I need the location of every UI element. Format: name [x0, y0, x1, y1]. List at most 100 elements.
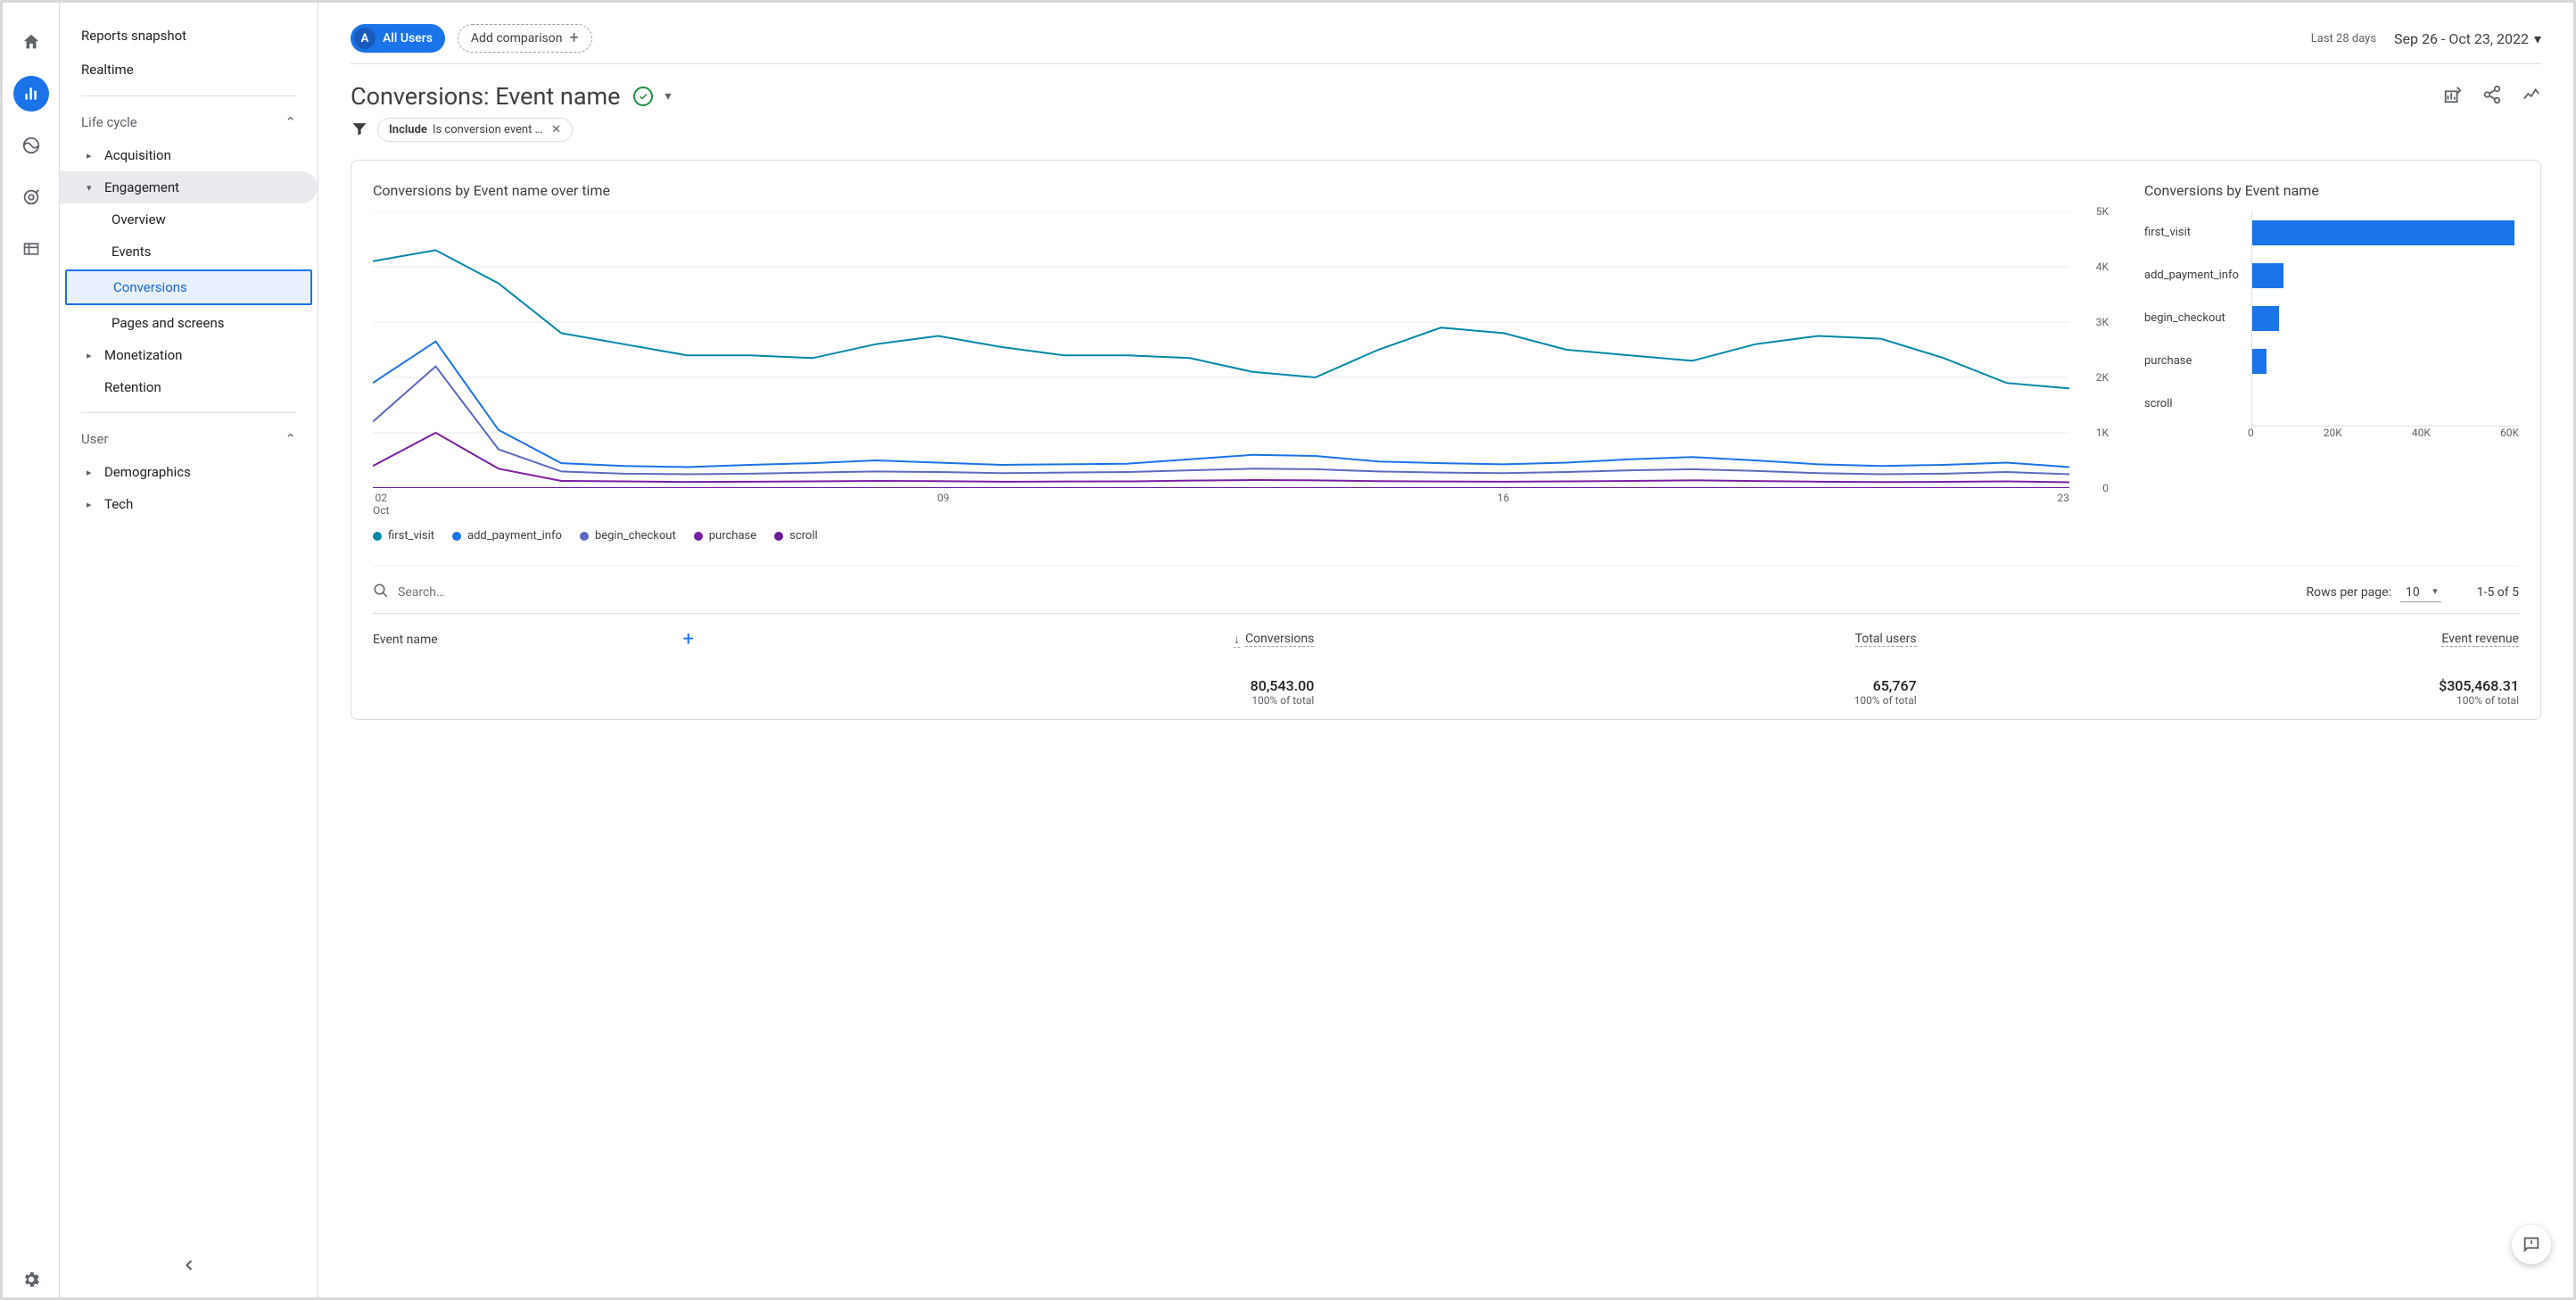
legend-item[interactable]: add_payment_info: [452, 529, 562, 542]
nav-conversions[interactable]: Conversions: [65, 269, 312, 305]
nav-item-label: Engagement: [104, 179, 179, 195]
nav-retention[interactable]: Retention: [60, 371, 318, 403]
date-range-text: Sep 26 - Oct 23, 2022: [2394, 30, 2529, 47]
bar-chart: first_visit add_payment_info begin_checkou…: [2144, 211, 2519, 426]
customize-icon[interactable]: [2443, 85, 2463, 108]
settings-icon[interactable]: [13, 1262, 49, 1297]
filter-row: Include Is conversion event … ✕: [351, 118, 2541, 160]
search-input[interactable]: [398, 585, 576, 600]
nav-reports-snapshot[interactable]: Reports snapshot: [60, 19, 318, 53]
bar-chart-title: Conversions by Event name: [2144, 182, 2519, 199]
legend-item[interactable]: first_visit: [373, 529, 434, 542]
nav-item-label: Demographics: [104, 464, 191, 480]
bar-row: first_visit: [2144, 211, 2519, 254]
audience-badge: A: [354, 28, 376, 49]
col-label: Conversions: [1245, 632, 1314, 647]
bar-label: begin_checkout: [2144, 311, 2251, 326]
legend-item[interactable]: purchase: [694, 529, 756, 542]
nav-item-label: Acquisition: [104, 147, 171, 163]
bar-x-axis: 020K40K60K: [2251, 426, 2519, 439]
collapse-sidebar-button[interactable]: [171, 1247, 207, 1283]
x-axis-labels: 02Oct091623: [373, 488, 2109, 517]
nav-demographics[interactable]: ▸ Demographics: [60, 456, 318, 488]
data-table: Event name + ↓ Conversions Total users E…: [373, 613, 2519, 719]
total-users-sub: 100% of total: [1314, 694, 1916, 707]
ads-icon[interactable]: [13, 179, 49, 215]
sidebar: Reports snapshot Realtime Life cycle ⌃ ▸…: [60, 3, 318, 1297]
remove-filter-icon[interactable]: ✕: [548, 123, 565, 137]
caret-right-icon: ▸: [87, 467, 95, 478]
y-axis-labels: 01K2K3K4K5K: [2076, 211, 2109, 488]
col-total-users[interactable]: Total users: [1314, 628, 1916, 650]
filter-icon[interactable]: [351, 120, 368, 141]
total-revenue: $305,468.31: [1917, 677, 2519, 694]
pagination-range: 1-5 of 5: [2477, 585, 2519, 600]
date-range-picker[interactable]: Sep 26 - Oct 23, 2022 ▾: [2394, 30, 2541, 47]
total-revenue-sub: 100% of total: [1917, 694, 2519, 707]
total-users: 65,767: [1314, 677, 1916, 694]
bar-row: purchase: [2144, 340, 2519, 383]
rows-per-page-select[interactable]: 10: [2400, 584, 2441, 602]
section-user[interactable]: User ⌃: [60, 422, 318, 456]
caret-right-icon: ▸: [87, 499, 95, 510]
chevron-down-icon: ▾: [2534, 30, 2541, 47]
nav-overview[interactable]: Overview: [60, 203, 318, 236]
legend-item[interactable]: begin_checkout: [580, 529, 676, 542]
reports-icon[interactable]: [13, 76, 49, 112]
feedback-button[interactable]: [2512, 1225, 2551, 1264]
bar-fill: [2252, 263, 2283, 288]
nav-item-label: Monetization: [104, 347, 182, 363]
title-row: Conversions: Event name ▾: [351, 64, 2541, 118]
topbar: A All Users Add comparison + Last 28 day…: [351, 3, 2541, 63]
nav-monetization[interactable]: ▸ Monetization: [60, 339, 318, 371]
nav-pages-screens[interactable]: Pages and screens: [60, 307, 318, 339]
nav-acquisition[interactable]: ▸ Acquisition: [60, 139, 318, 171]
library-icon[interactable]: [13, 231, 49, 267]
filter-chip[interactable]: Include Is conversion event … ✕: [377, 118, 573, 142]
nav-item-label: Tech: [104, 496, 133, 512]
caret-right-icon: ▸: [87, 350, 95, 361]
total-conversions: 80,543.00: [712, 677, 1314, 694]
nav-tech[interactable]: ▸ Tech: [60, 488, 318, 520]
nav-engagement[interactable]: ▾ Engagement: [60, 171, 318, 203]
bar-label: scroll: [2144, 397, 2251, 411]
audience-chip[interactable]: A All Users: [351, 24, 445, 53]
bar-fill: [2252, 220, 2514, 245]
caret-right-icon: ▸: [87, 150, 95, 161]
col-event-name[interactable]: Event name +: [373, 628, 712, 650]
filter-prefix: Include: [389, 123, 427, 137]
bar-row: begin_checkout: [2144, 297, 2519, 340]
section-label: User: [81, 431, 109, 447]
home-icon[interactable]: [13, 24, 49, 60]
insights-icon[interactable]: [2522, 85, 2541, 108]
bar-fill: [2252, 306, 2279, 331]
nav-realtime[interactable]: Realtime: [60, 53, 318, 87]
bar-label: add_payment_info: [2144, 269, 2251, 283]
add-comparison-button[interactable]: Add comparison +: [458, 24, 592, 53]
line-chart-panel: Conversions by Event name over time 01K2…: [373, 182, 2109, 562]
explore-icon[interactable]: [13, 128, 49, 163]
col-conversions[interactable]: ↓ Conversions: [712, 628, 1314, 650]
caret-down-icon: ▾: [87, 182, 95, 194]
col-label: Total users: [1855, 632, 1917, 647]
line-chart: [373, 211, 2069, 488]
filter-text: Is conversion event …: [433, 123, 542, 137]
totals-row: 80,543.00 100% of total 65,767 100% of t…: [373, 665, 2519, 719]
section-life-cycle[interactable]: Life cycle ⌃: [60, 105, 318, 139]
col-label: Event revenue: [2441, 632, 2519, 647]
plus-icon: +: [569, 30, 578, 46]
chevron-up-icon: ⌃: [285, 431, 296, 447]
search-icon: [373, 583, 389, 602]
total-conversions-sub: 100% of total: [712, 694, 1314, 707]
line-chart-title: Conversions by Event name over time: [373, 182, 2109, 199]
add-dimension-icon[interactable]: +: [683, 628, 694, 650]
icon-rail: [3, 3, 60, 1297]
legend-item[interactable]: scroll: [774, 529, 818, 542]
add-comparison-label: Add comparison: [471, 31, 563, 46]
nav-events[interactable]: Events: [60, 236, 318, 268]
share-icon[interactable]: [2482, 85, 2502, 108]
col-event-revenue[interactable]: Event revenue: [1917, 628, 2519, 650]
title-dropdown[interactable]: ▾: [665, 89, 672, 104]
bar-chart-panel: Conversions by Event name first_visitadd…: [2144, 182, 2519, 562]
bar-row: add_payment_info: [2144, 254, 2519, 297]
